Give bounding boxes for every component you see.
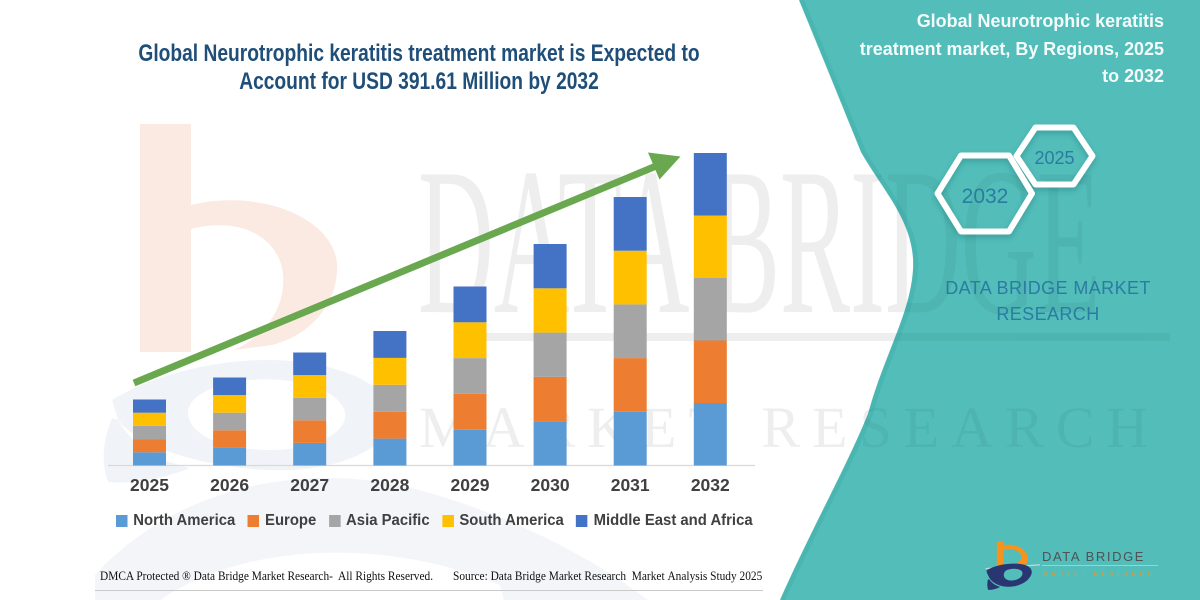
svg-text:2025: 2025 [1034,148,1074,168]
svg-text:2032: 2032 [962,185,1009,208]
svg-text:DATA BRIDGE: DATA BRIDGE [1042,549,1145,564]
svg-text:MARKET RESEARCH: MARKET RESEARCH [1043,571,1156,578]
